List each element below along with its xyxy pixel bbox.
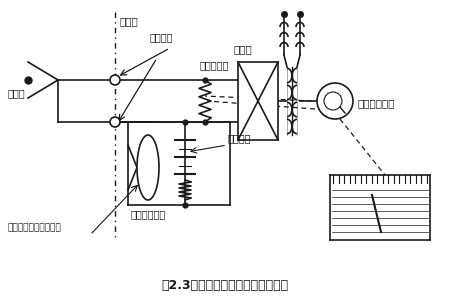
- Text: 熱電対: 熱電対: [8, 88, 26, 98]
- Text: 増幅器: 増幅器: [233, 44, 252, 54]
- Bar: [238, 62, 278, 140]
- Text: すべり抗抗: すべり抗抗: [200, 60, 230, 70]
- Text: 基準接点温度補償抗抗: 基準接点温度補償抗抗: [8, 223, 62, 232]
- Circle shape: [110, 117, 120, 127]
- Text: 基準接点: 基準接点: [150, 32, 174, 42]
- Text: 基準電源: 基準電源: [228, 133, 252, 143]
- Text: サーボモータ: サーボモータ: [357, 98, 395, 108]
- Text: 電位差計回路: 電位差計回路: [130, 209, 166, 219]
- Circle shape: [110, 75, 120, 85]
- Circle shape: [317, 83, 353, 119]
- Ellipse shape: [137, 135, 159, 200]
- Text: 記録計: 記録計: [119, 16, 138, 26]
- Text: 噗2.3　自動平衡式記録計の構成例: 噗2.3 自動平衡式記録計の構成例: [161, 279, 289, 292]
